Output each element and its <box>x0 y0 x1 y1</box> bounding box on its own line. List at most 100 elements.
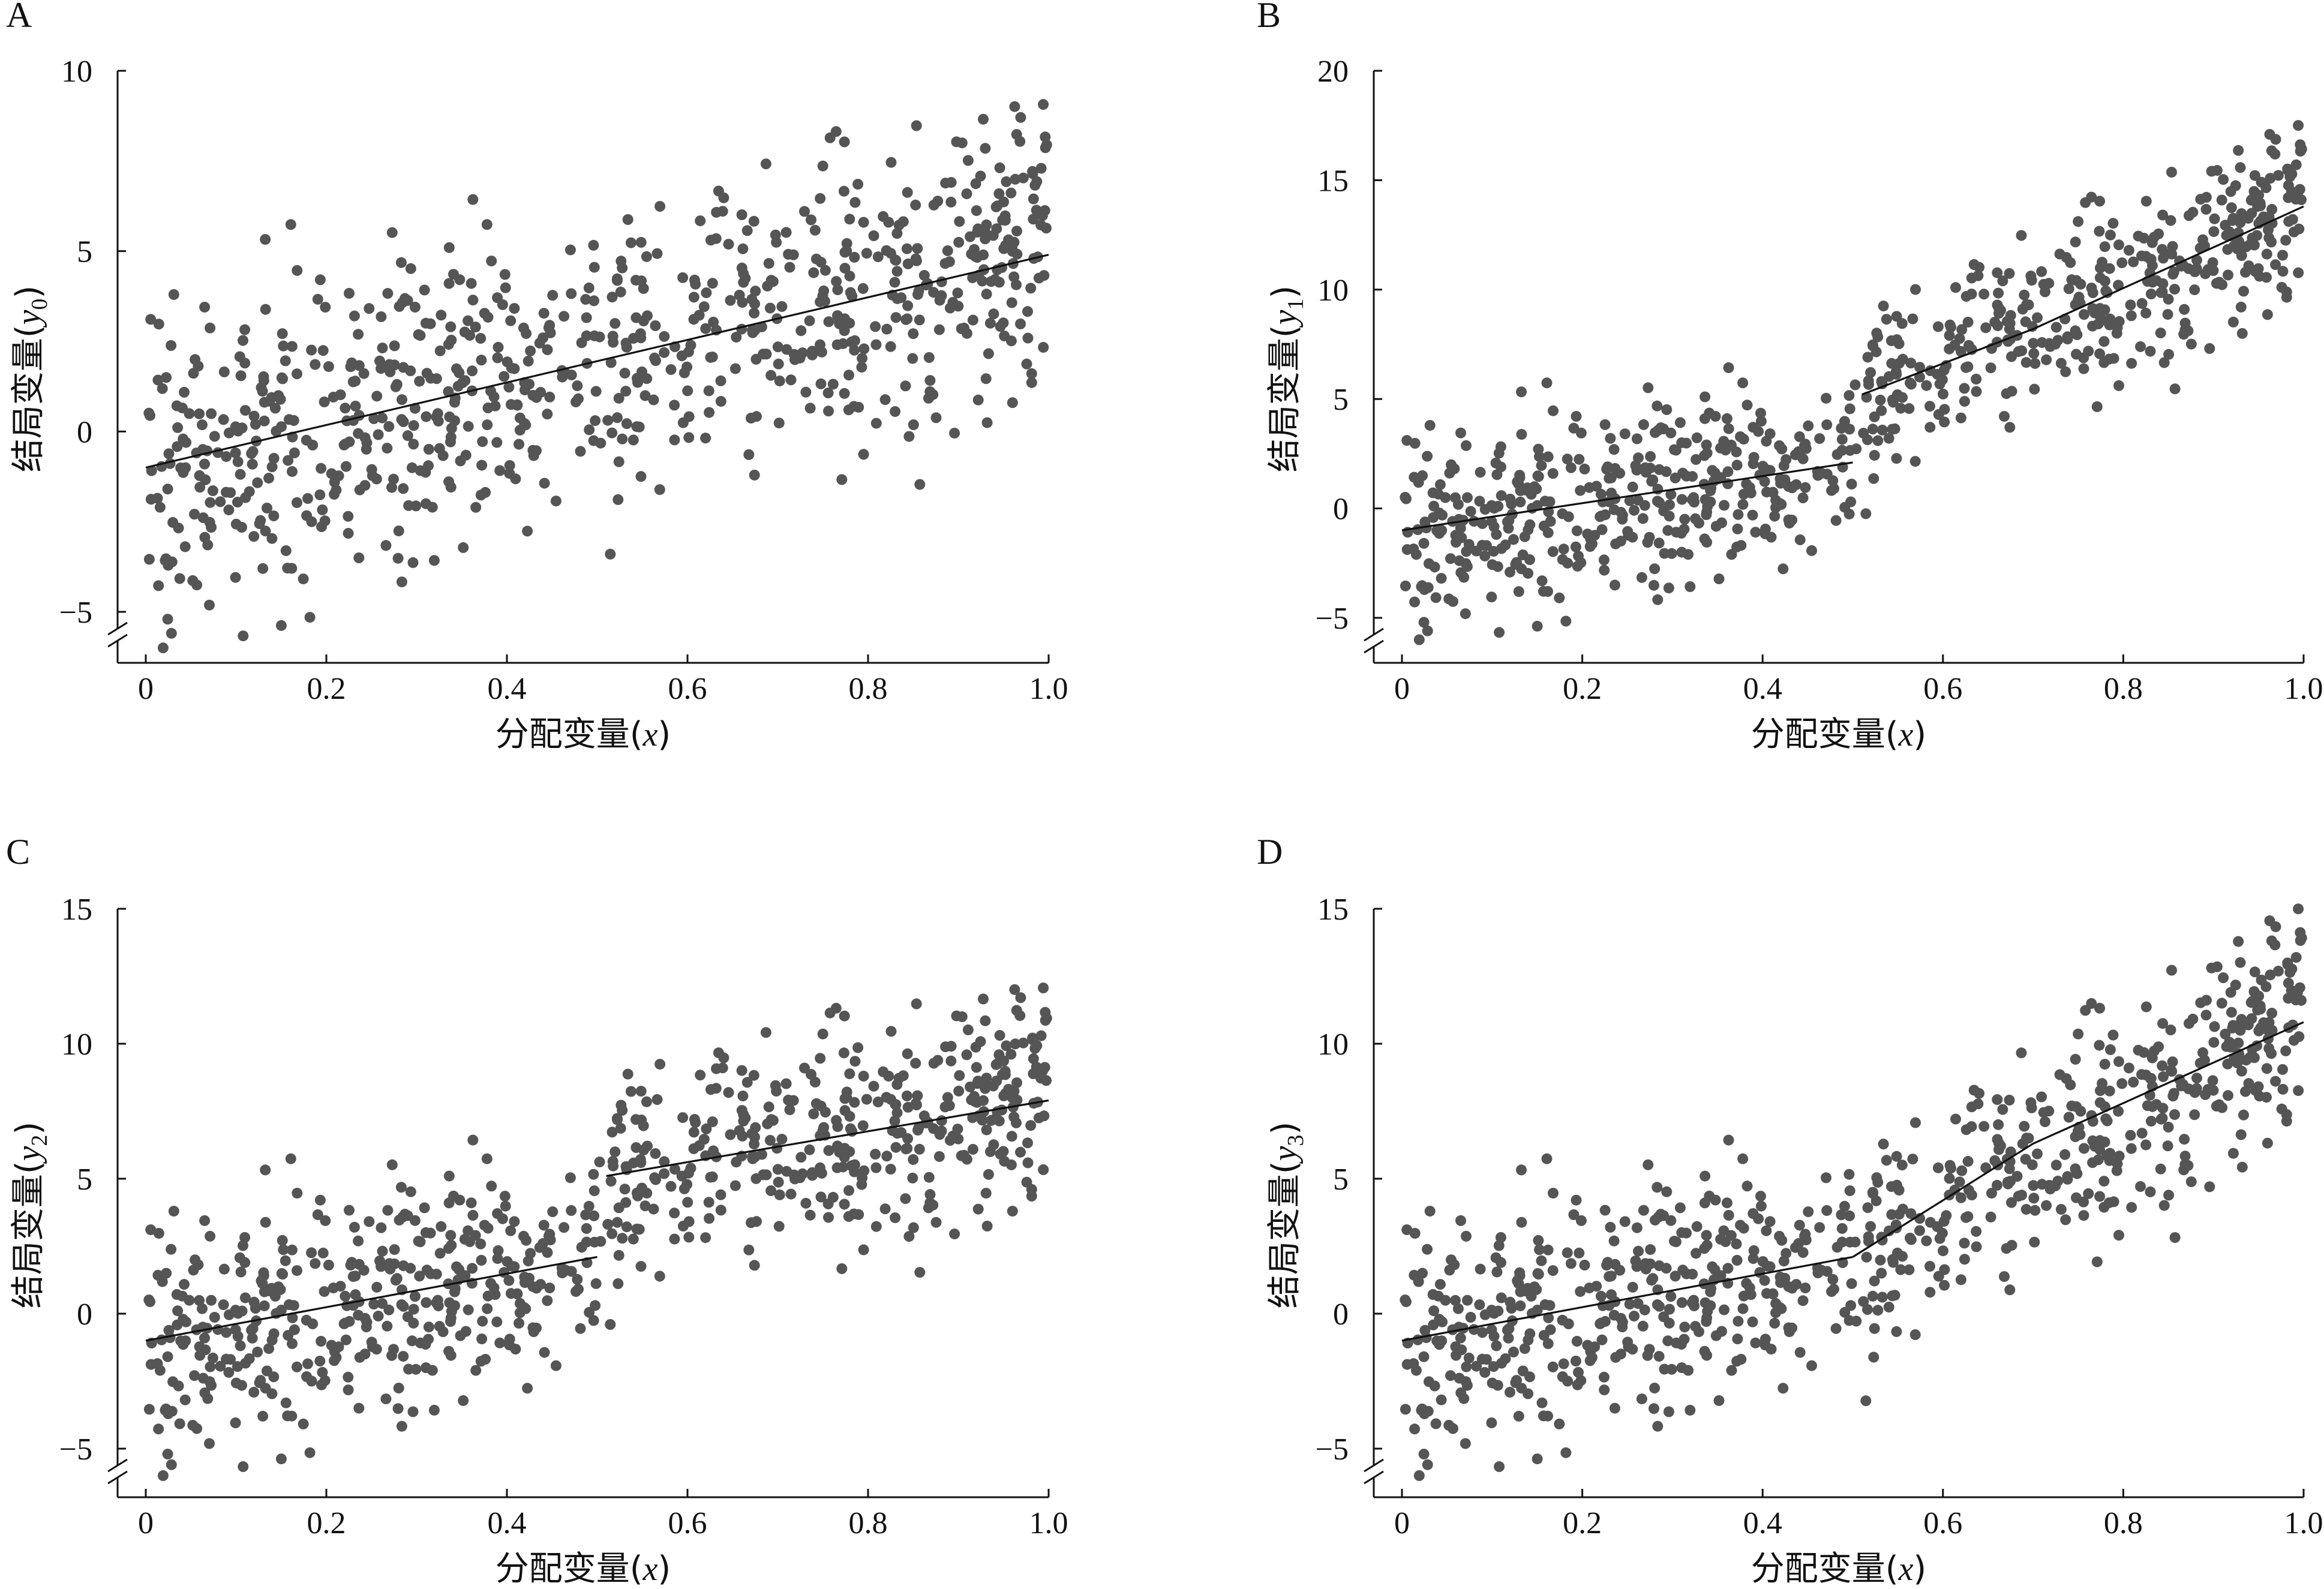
scatter-point <box>641 251 652 262</box>
scatter-point <box>2293 223 2305 235</box>
scatter-point <box>1971 1225 1982 1237</box>
scatter-point <box>143 407 155 419</box>
scatter-point <box>1677 1264 1689 1276</box>
scatter-point <box>605 357 617 368</box>
x-tick-label: 0 <box>138 672 154 706</box>
scatter-point <box>466 1197 477 1209</box>
scatter-point <box>314 1194 326 1206</box>
scatter-point <box>1632 1298 1644 1309</box>
scatter-point <box>1721 1197 1733 1209</box>
scatter-point <box>317 1366 328 1378</box>
scatter-point <box>2155 328 2166 339</box>
scatter-point <box>494 465 506 476</box>
scatter-point <box>1005 335 1017 347</box>
scatter-point <box>236 422 248 434</box>
scatter-point <box>2293 267 2304 278</box>
scatter-point <box>1571 411 1582 422</box>
scatter-point <box>1422 1243 1433 1255</box>
scatter-point <box>1558 543 1569 555</box>
scatter-point <box>326 1339 337 1351</box>
scatter-point <box>276 372 287 383</box>
scatter-point <box>1617 1317 1628 1328</box>
scatter-point <box>1761 435 1772 447</box>
scatter-point <box>2029 1204 2041 1216</box>
scatter-point <box>2208 226 2220 238</box>
scatter-point <box>414 376 425 387</box>
scatter-point <box>1870 346 1882 358</box>
x-tick-label: 0.8 <box>2104 672 2143 706</box>
scatter-point <box>839 388 850 399</box>
scatter-point <box>703 385 714 397</box>
scatter-point <box>1011 129 1022 140</box>
scatter-point <box>1573 1366 1584 1378</box>
scatter-point <box>2234 1019 2245 1030</box>
scatter-point <box>910 1058 921 1069</box>
scatter-point <box>1992 1179 2002 1191</box>
scatter-point <box>1978 1121 1990 1132</box>
scatter-point <box>1573 550 1584 561</box>
scatter-point <box>543 322 554 334</box>
scatter-point <box>2050 322 2062 333</box>
y-axis-subscript: 2 <box>27 1135 52 1146</box>
scatter-point <box>1605 1221 1616 1233</box>
scatter-point <box>319 1375 331 1386</box>
scatter-point <box>1843 1315 1855 1326</box>
scatter-point <box>282 1410 293 1422</box>
scatter-point <box>386 482 397 493</box>
scatter-point <box>1492 1380 1503 1391</box>
scatter-point <box>1786 1322 1798 1333</box>
scatter-point <box>612 412 623 423</box>
fit-line-left <box>145 254 1049 469</box>
scatter-point <box>1584 482 1595 493</box>
scatter-point <box>421 411 432 422</box>
scatter-point <box>1954 1176 1965 1188</box>
scatter-point <box>1488 1330 1500 1342</box>
scatter-point <box>1017 1037 1029 1049</box>
scatter-point <box>1786 515 1798 525</box>
scatter-point <box>2052 335 2064 346</box>
scatter-point <box>612 494 624 505</box>
scatter-point <box>2263 224 2274 236</box>
scatter-point <box>206 1294 217 1306</box>
scatter-point <box>723 1087 734 1098</box>
scatter-point <box>449 1286 460 1297</box>
scatter-point <box>1999 1271 2010 1282</box>
x-tick-label: 0.2 <box>1563 1506 1602 1540</box>
scatter-point <box>259 1286 270 1297</box>
scatter-point <box>443 242 455 253</box>
scatter-point <box>885 248 896 259</box>
scatter-point <box>1474 1299 1485 1311</box>
scatter-point <box>2232 1058 2243 1069</box>
scatter-point <box>349 310 360 322</box>
scatter-point <box>2055 1204 2067 1215</box>
scatter-point <box>1574 1247 1585 1258</box>
scatter-point <box>1676 1297 1688 1308</box>
scatter-point <box>189 1370 200 1381</box>
scatter-point <box>2251 1040 2263 1052</box>
scatter-point <box>945 196 957 208</box>
scatter-point <box>1844 1210 1855 1221</box>
scatter-point <box>1679 1321 1691 1333</box>
scatter-point <box>832 284 843 296</box>
scatter-point <box>1849 1236 1861 1248</box>
scatter-point <box>682 385 693 397</box>
scatter-point <box>2103 353 2115 365</box>
y-tick-label: 10 <box>1317 274 1349 308</box>
scatter-point <box>1460 1438 1471 1449</box>
scatter-point <box>1750 527 1761 538</box>
scatter-point <box>263 1343 275 1354</box>
scatter-point <box>2166 965 2177 976</box>
scatter-point <box>993 277 1005 288</box>
scatter-point <box>273 390 284 401</box>
scatter-point <box>1452 1303 1464 1314</box>
scatter-point <box>353 1402 365 1414</box>
scatter-point <box>1691 1221 1703 1232</box>
scatter-point <box>1424 1206 1436 1217</box>
scatter-point <box>609 1146 621 1158</box>
axis-break-mark <box>1364 1470 1384 1485</box>
scatter-point <box>1629 504 1640 516</box>
scatter-point <box>1543 1312 1554 1323</box>
scatter-point <box>1431 1335 1443 1347</box>
scatter-point <box>202 1393 214 1404</box>
scatter-point <box>1774 473 1786 485</box>
